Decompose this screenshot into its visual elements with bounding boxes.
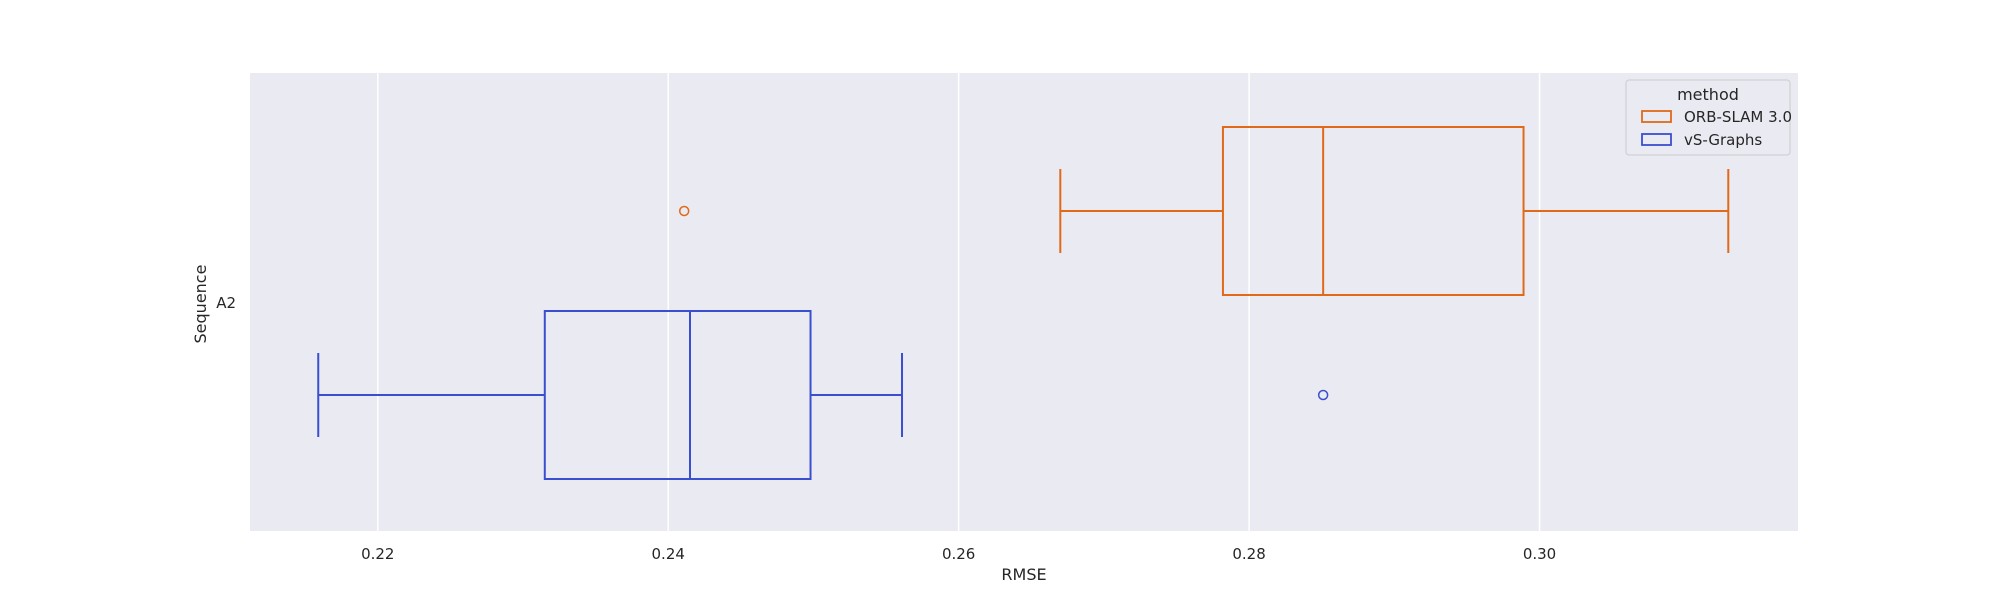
grid-lines xyxy=(377,73,1541,531)
x-tick-label: 0.30 xyxy=(1523,545,1556,563)
y-axis-label: Sequence xyxy=(191,265,210,344)
legend-entry-label: vS-Graphs xyxy=(1684,131,1762,149)
y-tick-labels: A2 xyxy=(216,294,236,312)
legend-title: method xyxy=(1677,85,1739,104)
iqr-box xyxy=(543,310,812,480)
x-tick-label: 0.26 xyxy=(942,545,975,563)
box-series xyxy=(317,126,1730,480)
iqr-box xyxy=(1221,126,1525,296)
legend-swatch xyxy=(1641,133,1672,146)
legend: method ORB-SLAM 3.0 vS-Graphs xyxy=(1625,79,1792,156)
legend-frame xyxy=(1625,79,1791,156)
legend-entry-label: ORB-SLAM 3.0 xyxy=(1684,108,1792,126)
x-axis-label: RMSE xyxy=(1001,565,1046,584)
box-orb-slam xyxy=(678,126,1730,296)
x-tick-labels: 0.22 0.24 0.26 0.28 0.30 xyxy=(361,545,1556,563)
box-vs-graphs xyxy=(317,310,1329,480)
x-tick-label: 0.28 xyxy=(1232,545,1265,563)
outlier-point xyxy=(1317,389,1329,401)
plot-background xyxy=(250,73,1798,531)
outlier-point xyxy=(678,205,690,217)
x-tick-label: 0.24 xyxy=(652,545,685,563)
x-tick-label: 0.22 xyxy=(361,545,394,563)
y-tick-label: A2 xyxy=(216,294,236,312)
legend-swatch xyxy=(1641,110,1672,123)
